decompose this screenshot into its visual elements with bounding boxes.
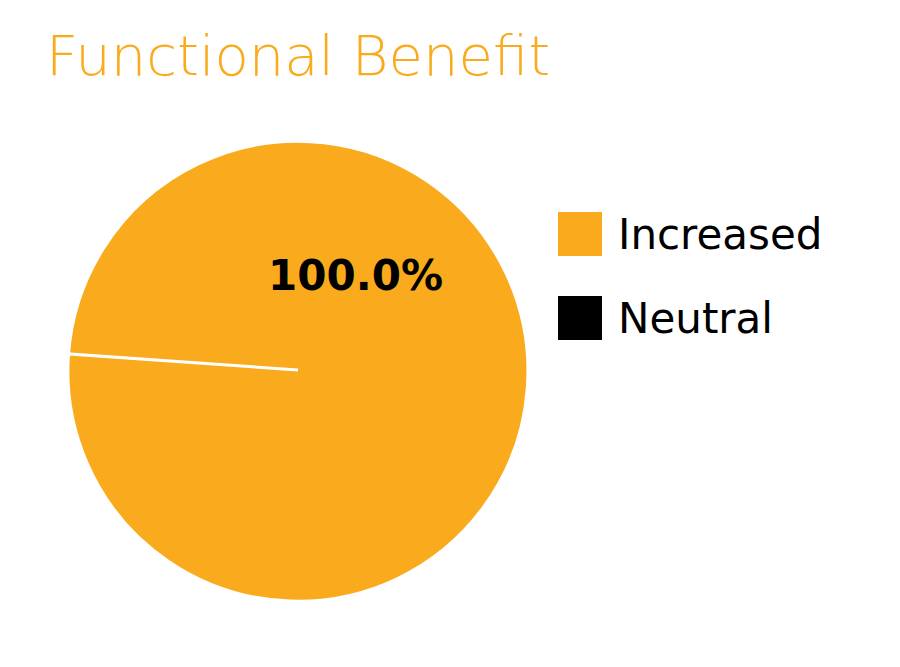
html-text:Neutral: Neutral <box>618 293 773 343</box>
html-text:Functional Benefit: Functional Benefit <box>46 23 551 88</box>
svg-text:100.0%: 100.0% <box>268 251 443 300</box>
html-text:Increased: Increased <box>618 209 823 259</box>
